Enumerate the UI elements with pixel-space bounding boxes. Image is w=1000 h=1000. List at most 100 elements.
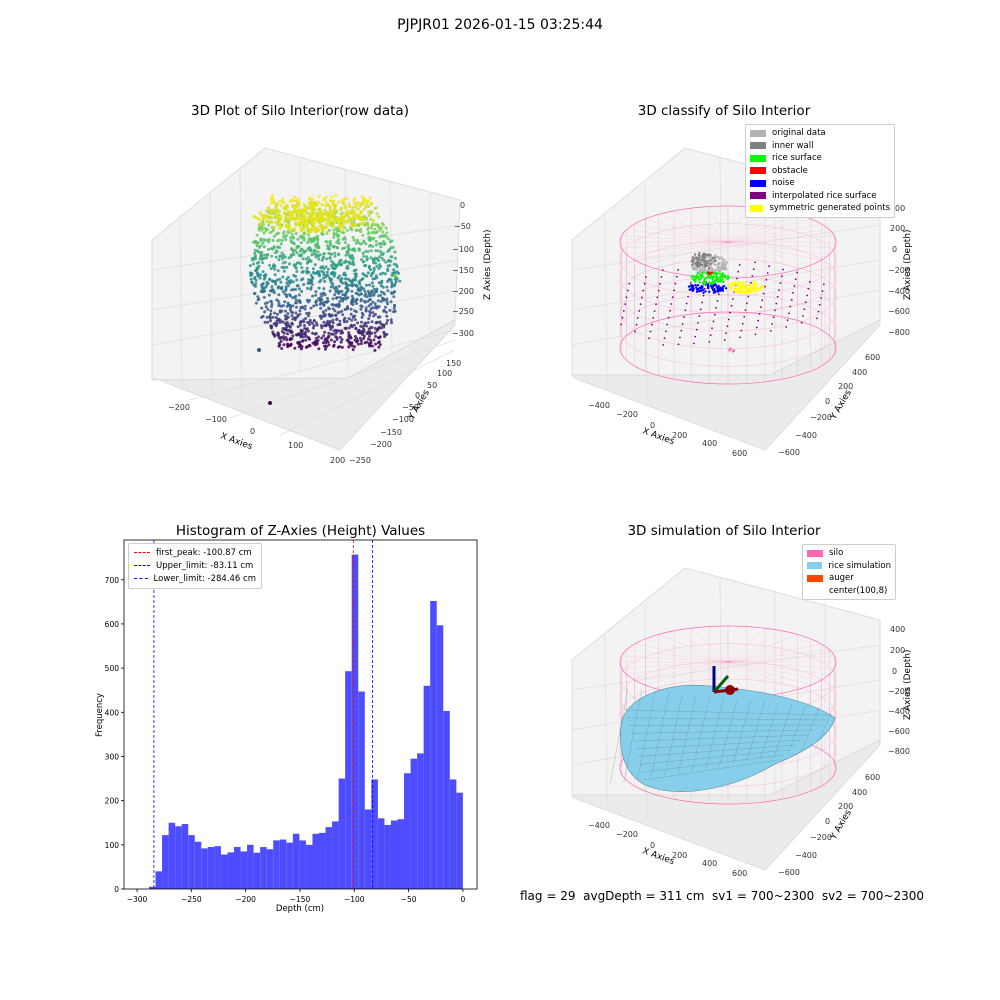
raw-data-point	[335, 232, 339, 236]
raw-data-point	[381, 271, 385, 275]
raw-data-point	[294, 274, 298, 278]
raw-data-point	[262, 287, 266, 291]
raw-data-point	[266, 220, 270, 224]
raw-data-point	[254, 278, 258, 282]
raw-data-point	[278, 343, 282, 347]
raw-data-point	[379, 245, 383, 249]
histogram-legend-swatch	[134, 565, 150, 566]
simulation-ytick: 600	[865, 773, 880, 782]
silo-roof-line	[658, 214, 729, 243]
raw-data-point	[322, 287, 326, 291]
rice-mesh-line	[623, 689, 642, 783]
raw-data-point	[327, 343, 331, 347]
raw-data-point	[382, 308, 386, 312]
raw-data-point	[355, 284, 359, 288]
raw-point-cloud	[248, 193, 402, 405]
raw-data-point	[299, 334, 303, 338]
raw-data-point	[346, 228, 349, 232]
raw-data-point	[277, 258, 281, 262]
raw-data-point	[330, 277, 333, 281]
raw-data-point	[373, 257, 377, 261]
raw-data-point	[365, 283, 368, 287]
raw-data-point	[309, 202, 313, 206]
raw-ztick: −150	[452, 266, 474, 275]
raw-data-point	[283, 300, 287, 304]
raw-data-point	[351, 348, 355, 352]
noise-point	[689, 288, 692, 291]
raw-data-point	[334, 331, 338, 335]
raw-data-point	[322, 198, 326, 202]
histogram-bar	[286, 842, 293, 889]
symmetric-generated-point	[755, 290, 758, 293]
classify-panel-title: 3D classify of Silo Interior	[637, 103, 811, 119]
raw-data-point	[334, 303, 337, 307]
raw-data-point	[389, 300, 393, 304]
raw-data-point	[266, 307, 270, 311]
simulation-legend-item: center(100,8)	[807, 585, 891, 598]
raw-data-point	[378, 255, 382, 259]
raw-data-point	[299, 220, 303, 225]
silo-roof-line	[690, 628, 729, 663]
raw-data-point	[340, 297, 344, 301]
histogram-reference-lines	[153, 540, 374, 889]
raw-data-point	[332, 235, 336, 239]
raw-data-point	[328, 289, 332, 293]
rice-simulation-surface	[620, 685, 836, 792]
raw-data-point	[276, 239, 280, 243]
raw-data-point	[381, 230, 385, 234]
silo-roof-line	[626, 229, 729, 243]
raw-data-point	[254, 269, 258, 273]
raw-data-point	[299, 262, 303, 266]
raw-data-point	[284, 238, 288, 241]
raw-data-point	[291, 235, 295, 239]
raw-data-point	[311, 209, 315, 213]
raw-data-point	[277, 285, 281, 289]
histogram-bar	[390, 820, 398, 889]
raw-data-point	[368, 196, 372, 200]
raw-data-point	[331, 210, 335, 214]
raw-data-point	[354, 291, 358, 295]
classify-legend-swatch	[750, 154, 766, 162]
raw-data-point	[336, 345, 340, 349]
raw-data-point	[371, 284, 375, 288]
rice-mesh-line	[732, 699, 752, 765]
raw-data-point	[319, 266, 323, 270]
raw-data-point	[372, 260, 375, 264]
raw-data-point	[352, 214, 356, 218]
raw-data-point	[343, 241, 347, 245]
status-footer: flag = 29 avgDepth = 311 cm sv1 = 700~23…	[520, 889, 925, 903]
noise-point	[692, 284, 695, 288]
raw-data-point	[311, 326, 315, 330]
raw-data-point	[331, 224, 335, 228]
raw-data-point	[274, 282, 278, 286]
raw-data-point	[340, 309, 344, 313]
classify-ytick: −600	[778, 448, 800, 457]
rice-surface-point	[719, 277, 722, 281]
interpolated-point	[621, 316, 624, 319]
histogram-x-tick-label: 0	[460, 895, 465, 904]
raw-data-point	[386, 237, 390, 241]
noise-point	[710, 286, 714, 290]
rice-surface-point	[699, 273, 702, 277]
raw-data-point	[340, 263, 344, 267]
raw-data-point	[267, 247, 270, 251]
raw-data-point	[329, 242, 332, 246]
original-data-point	[695, 268, 698, 271]
raw-data-point	[368, 283, 371, 287]
histogram-bar	[207, 847, 215, 889]
raw-data-point	[382, 242, 386, 246]
interpolated-point	[694, 335, 697, 338]
rice-surface-point	[718, 272, 721, 275]
raw-data-point	[337, 234, 341, 238]
raw-data-point	[286, 231, 290, 234]
raw-data-point	[307, 212, 311, 216]
raw-data-point	[261, 270, 265, 274]
interpolated-point	[766, 272, 769, 274]
histogram-x-tick-label: −100	[344, 895, 365, 904]
raw-data-point	[340, 345, 344, 349]
interpolated-point	[806, 294, 808, 297]
simulation-xtick: −400	[588, 821, 610, 830]
raw-data-point	[303, 324, 306, 327]
silo-roof-line	[727, 661, 811, 686]
raw-data-point	[364, 242, 368, 246]
